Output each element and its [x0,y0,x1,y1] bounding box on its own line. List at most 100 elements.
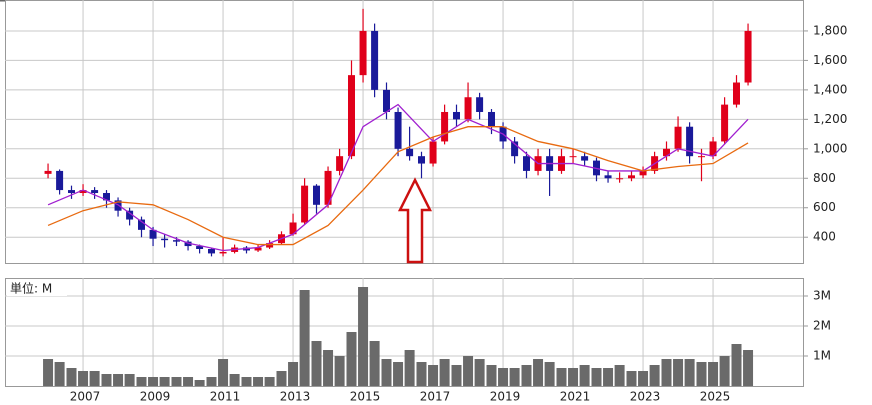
candle-body [698,156,705,158]
y-tick-label: 1,200 [813,112,847,126]
volume-bar [54,362,65,386]
volume-bar [311,341,322,386]
volume-bar [649,365,660,386]
x-tick-label: 2007 [70,390,101,404]
candle-body [149,229,157,239]
x-tick-label: 2019 [490,390,521,404]
candle-body [289,222,297,235]
volume-bar [264,377,275,386]
candle-body [464,97,472,120]
candle-body [56,170,64,191]
candle-body [418,156,425,164]
candle-body [359,30,367,76]
candle-body [604,175,612,179]
volume-bar [358,287,369,386]
moving-average-line [47,103,749,252]
y-tick-label: 1,600 [813,53,847,67]
volume-bar [416,362,427,386]
volume-panel [5,278,804,387]
volume-bar [78,371,89,386]
volume-bar [579,365,590,386]
candle-body [511,141,519,157]
volume-bar [299,290,310,386]
candle-body [721,104,729,142]
candle-body [394,111,402,149]
volume-bar [253,377,264,386]
volume-bar [183,377,194,386]
volume-bar [451,365,462,386]
candle-body [371,30,379,90]
candle-body [628,175,635,179]
volume-bar [708,362,719,386]
candle-body [476,97,484,112]
plot-layer: 2007 2009 2011 2013 2015 2017 2019 2021 2023 2025… [5,0,847,404]
candle-body [161,238,169,241]
volume-bar [719,356,730,386]
candle-body [616,178,624,180]
x-tick-label: 2017 [420,390,451,404]
candle-body [639,170,647,176]
volume-bar [673,359,684,386]
annotation-arrow [397,177,433,264]
candle-body [441,111,449,142]
candle-body [709,141,717,157]
volume-bar [393,362,404,386]
volume-bar [696,362,707,386]
volume-bar [661,359,672,386]
volume-bar [428,365,439,386]
y-tick-label: 1,000 [813,141,847,155]
x-tick-label: 2015 [350,390,381,404]
volume-bar [206,377,217,386]
candle-body [219,251,227,254]
x-tick-label: 2023 [630,390,661,404]
volume-bar [229,374,240,386]
candle-body [406,148,414,157]
candle-body [173,240,180,242]
volume-bar [404,350,415,386]
volume-bar [276,371,287,386]
x-tick-label: 2013 [280,390,311,404]
candle-body [91,190,99,194]
volume-bar [486,365,497,386]
x-tick-label: 2009 [140,390,171,404]
unit-label-bg [7,281,67,296]
x-tick-label: 2021 [560,390,591,404]
volume-bar [171,377,182,386]
y-tick-label: 2M [813,319,831,333]
y-tick-label: 800 [813,171,836,185]
x-tick-label: 2011 [210,390,241,404]
candle-body [744,30,752,83]
volume-bar [124,374,135,386]
candle-body [324,170,332,205]
candle-body [68,190,75,194]
volume-bar [323,350,334,386]
candle-body [138,219,145,230]
volume-bar [439,359,450,386]
candle-body [184,241,192,247]
candle-body [301,185,309,223]
candle-body [348,75,355,157]
volume-bar [288,362,299,386]
volume-bar [194,380,205,386]
y-tick-label: 3M [813,289,831,303]
y-tick-label: 1M [813,349,831,363]
volume-bar [474,359,485,386]
candle-body [569,156,577,158]
volume-bar [591,368,602,386]
volume-bar [509,368,520,386]
candle-body [79,190,87,194]
candle-body [383,89,390,112]
volume-bar [614,365,625,386]
volume-bar [346,332,357,386]
volume-bar [626,371,637,386]
volume-bar [89,371,100,386]
candle-body [313,185,320,205]
volume-bar [241,377,252,386]
volume-bar [638,371,649,386]
candle-body [44,170,52,174]
candle-body [103,193,110,201]
candle-body [208,249,215,254]
volume-bar [743,350,754,386]
candle-body [674,126,682,149]
